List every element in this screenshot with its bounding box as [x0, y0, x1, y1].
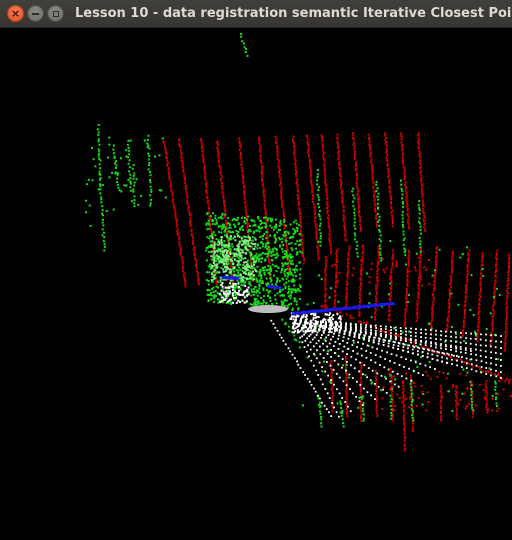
close-button[interactable]: × — [7, 5, 24, 22]
sensor-origin — [248, 305, 288, 313]
window-controls: × — [7, 5, 64, 22]
title-bar[interactable]: × Lesson 10 - data registration semantic… — [0, 0, 512, 28]
data-point-cloud — [85, 33, 501, 428]
model-point-cloud — [162, 132, 512, 452]
gl-viewport[interactable] — [0, 28, 512, 540]
window-title: Lesson 10 - data registration semantic I… — [75, 6, 512, 21]
maximize-button[interactable] — [47, 5, 64, 22]
close-icon: × — [10, 7, 21, 20]
point-cloud-canvas — [85, 33, 512, 452]
laser-ray-fan — [218, 282, 502, 418]
trajectory-path — [221, 276, 395, 316]
minimize-button[interactable] — [27, 5, 44, 22]
minimize-icon — [32, 12, 39, 15]
maximize-icon — [52, 10, 59, 17]
